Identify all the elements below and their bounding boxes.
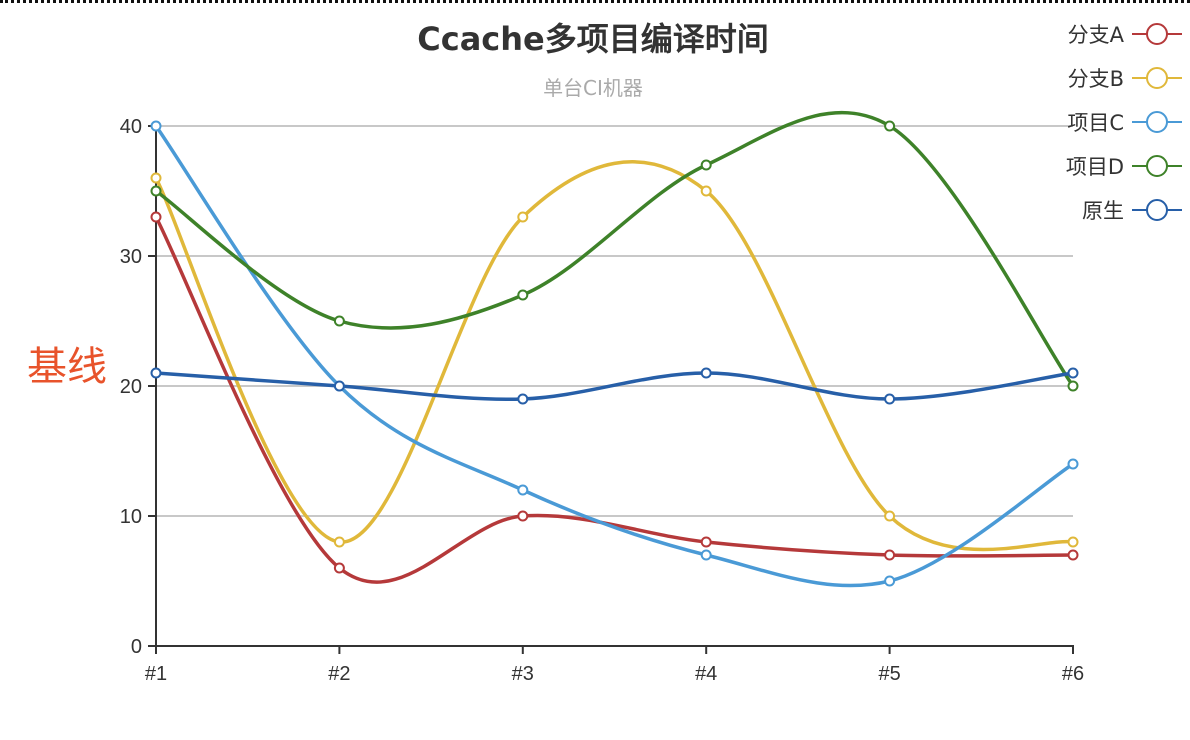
data-point xyxy=(333,380,345,392)
x-tick-label: #2 xyxy=(328,663,350,685)
legend-label: 分支B xyxy=(1067,67,1124,91)
data-point xyxy=(517,393,529,405)
data-point xyxy=(333,562,345,574)
data-point xyxy=(150,185,162,197)
data-point xyxy=(700,367,712,379)
legend-label: 分支A xyxy=(1067,23,1124,47)
chart-title: Ccache多项目编译时间 xyxy=(417,20,769,58)
chart-subtitle: 单台CI机器 xyxy=(543,76,643,100)
data-point xyxy=(1067,380,1079,392)
x-tick-label: #3 xyxy=(512,663,534,685)
data-point xyxy=(700,185,712,197)
legend-item[interactable]: 原生 xyxy=(1066,188,1182,232)
data-point xyxy=(150,120,162,132)
data-point xyxy=(1067,549,1079,561)
data-point xyxy=(1067,458,1079,470)
x-tick-label: #1 xyxy=(145,663,167,685)
x-tick-label: #4 xyxy=(695,663,717,685)
legend-label: 项目C xyxy=(1067,111,1124,135)
data-point xyxy=(517,510,529,522)
data-point xyxy=(150,172,162,184)
data-point xyxy=(700,536,712,548)
legend-line-circle-icon xyxy=(1132,67,1182,89)
data-point xyxy=(150,367,162,379)
baseline-annotation: 基线 xyxy=(27,344,107,390)
data-point xyxy=(517,211,529,223)
series-line xyxy=(154,160,1074,552)
x-tick-label: #5 xyxy=(878,663,900,685)
data-point xyxy=(884,393,896,405)
data-point xyxy=(884,510,896,522)
legend-line-circle-icon xyxy=(1132,155,1182,177)
legend-label: 项目D xyxy=(1065,155,1124,179)
data-point xyxy=(517,289,529,301)
legend-label: 原生 xyxy=(1082,199,1124,223)
data-point xyxy=(884,575,896,587)
data-point xyxy=(517,484,529,496)
y-tick-label: 30 xyxy=(120,246,142,268)
data-point xyxy=(884,120,896,132)
legend: 分支A 分支B 项目C 项目D 原生 xyxy=(1066,12,1182,232)
data-point xyxy=(333,315,345,327)
data-point xyxy=(150,211,162,223)
legend-item[interactable]: 分支A xyxy=(1066,12,1182,56)
legend-item[interactable]: 分支B xyxy=(1066,56,1182,100)
series-line xyxy=(154,110,1075,388)
legend-line-circle-icon xyxy=(1132,23,1182,45)
y-tick-label: 20 xyxy=(120,376,142,398)
y-tick-label: 40 xyxy=(120,116,142,138)
data-point xyxy=(1067,536,1079,548)
series-line xyxy=(155,371,1074,402)
data-point xyxy=(333,536,345,548)
data-point xyxy=(884,549,896,561)
y-tick-label: 10 xyxy=(120,506,142,528)
series-line xyxy=(154,124,1074,588)
data-point xyxy=(1067,367,1079,379)
legend-line-circle-icon xyxy=(1132,111,1182,133)
legend-item[interactable]: 项目C xyxy=(1066,100,1182,144)
y-tick-label: 0 xyxy=(131,636,142,658)
x-tick-label: #6 xyxy=(1062,663,1084,685)
legend-line-circle-icon xyxy=(1132,199,1182,221)
data-point xyxy=(700,549,712,561)
legend-item[interactable]: 项目D xyxy=(1066,144,1182,188)
top-dotted-border xyxy=(0,0,1190,3)
data-point xyxy=(700,159,712,171)
